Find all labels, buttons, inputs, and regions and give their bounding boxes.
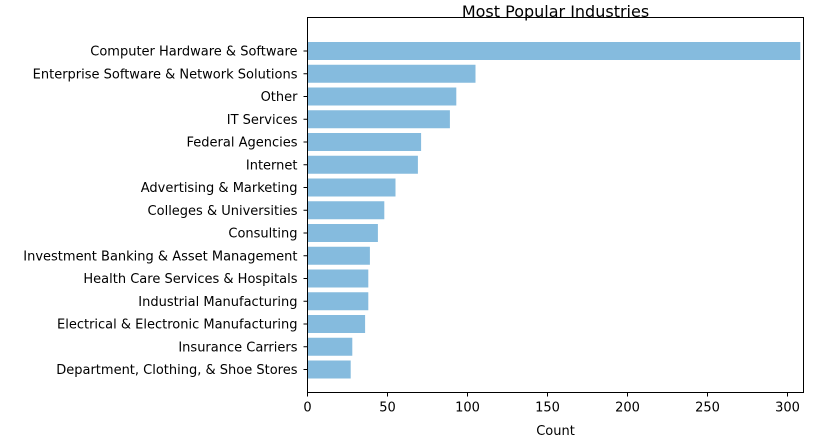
y-tick-label-13: Insurance Carriers <box>178 340 297 355</box>
y-tick-label-8: Consulting <box>228 227 297 242</box>
y-tick-label-9: Investment Banking & Asset Management <box>23 249 297 264</box>
bar-2 <box>307 87 457 106</box>
y-tick-label-6: Advertising & Marketing <box>141 181 298 196</box>
x-tick-label-5: 250 <box>695 401 720 416</box>
x-axis-ticks: 0 50 100 150 200 250 300 <box>303 392 800 416</box>
y-tick-label-11: Industrial Manufacturing <box>138 295 297 310</box>
y-tick-label-4: Federal Agencies <box>187 136 298 151</box>
y-tick-label-1: Enterprise Software & Network Solutions <box>33 67 298 82</box>
y-tick-label-3: IT Services <box>227 113 298 128</box>
plot-frame <box>307 17 804 393</box>
bar-13 <box>307 337 353 356</box>
x-tick-label-3: 150 <box>535 401 560 416</box>
bar-3 <box>307 110 450 129</box>
bar-1 <box>307 64 476 83</box>
y-tick-label-2: Other <box>261 90 299 105</box>
y-tick-label-0: Computer Hardware & Software <box>90 45 297 60</box>
y-tick-label-7: Colleges & Universities <box>148 204 298 219</box>
bar-7 <box>307 201 385 220</box>
bar-10 <box>307 269 369 288</box>
bar-14 <box>307 360 351 379</box>
bar-12 <box>307 315 366 333</box>
x-axis-label: Count <box>536 424 575 436</box>
bar-5 <box>307 155 418 174</box>
chart-title: Most Popular Industries <box>462 2 649 21</box>
bar-8 <box>307 224 378 242</box>
x-tick-label-2: 100 <box>455 401 480 416</box>
bar-6 <box>307 178 396 197</box>
bar-4 <box>307 133 422 151</box>
x-tick-label-4: 200 <box>615 401 640 416</box>
bars-group <box>307 42 801 379</box>
x-tick-label-6: 300 <box>775 401 800 416</box>
bar-11 <box>307 292 369 311</box>
y-axis-ticks: Computer Hardware & Software Enterprise S… <box>23 45 308 378</box>
y-tick-label-5: Internet <box>246 158 298 173</box>
y-tick-label-10: Health Care Services & Hospitals <box>83 272 297 287</box>
x-tick-label-1: 50 <box>379 401 396 416</box>
x-tick-label-0: 0 <box>303 401 311 416</box>
y-tick-label-14: Department, Clothing, & Shoe Stores <box>56 363 297 378</box>
bar-0 <box>307 42 801 60</box>
bar-9 <box>307 246 370 265</box>
y-tick-label-12: Electrical & Electronic Manufacturing <box>57 318 298 333</box>
